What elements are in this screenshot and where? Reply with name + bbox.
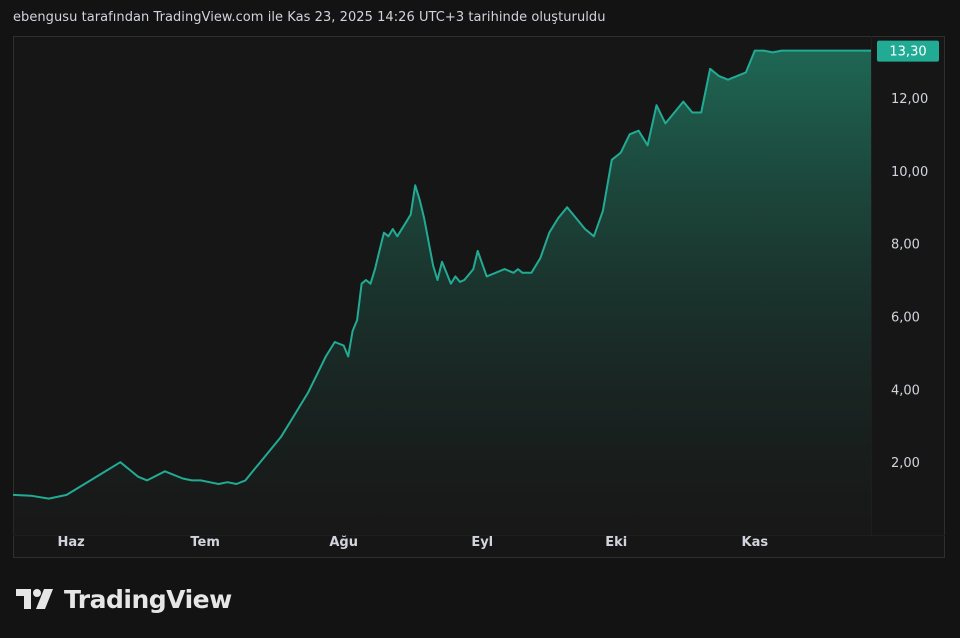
chart-caption: ebengusu tarafından TradingView.com ile … — [13, 10, 606, 25]
y-tick-label: 10,00 — [891, 165, 928, 180]
y-axis[interactable]: 2,00 4,00 6,00 8,00 10,00 12,00 13,30 — [877, 40, 939, 472]
brand-name: TradingView — [64, 584, 232, 614]
y-tick-label: 8,00 — [891, 238, 920, 253]
x-tick-label: Ağu — [329, 535, 358, 550]
price-chart[interactable]: 2,00 4,00 6,00 8,00 10,00 12,00 13,30 Haz Tem Ağ… — [13, 36, 945, 558]
y-tick-label: 6,00 — [891, 310, 920, 325]
price-line[interactable] — [13, 49, 871, 500]
x-tick-label: Kas — [742, 535, 769, 550]
brand[interactable]: TradingView — [16, 584, 232, 614]
x-tick-label: Eki — [605, 535, 627, 550]
price-area-fill — [13, 50, 871, 535]
x-tick-label: Haz — [57, 535, 84, 550]
x-tick-label: Tem — [190, 535, 220, 550]
tradingview-logo-icon — [16, 589, 53, 609]
y-tick-label: 2,00 — [891, 456, 920, 471]
last-price-label: 13,30 — [889, 45, 926, 60]
y-tick-label: 4,00 — [891, 383, 920, 398]
x-axis[interactable]: Haz Tem Ağu Eyl Eki Kas — [57, 535, 768, 550]
plot-area — [13, 36, 945, 536]
x-tick-label: Eyl — [471, 535, 493, 550]
y-tick-label: 12,00 — [891, 92, 928, 107]
last-price-label-bg — [877, 40, 939, 62]
